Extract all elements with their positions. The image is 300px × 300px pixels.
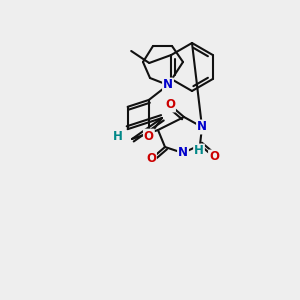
Text: O: O — [146, 152, 156, 166]
Text: O: O — [209, 151, 219, 164]
Text: H: H — [113, 130, 123, 142]
Text: O: O — [144, 130, 154, 142]
Text: N: N — [178, 146, 188, 160]
Text: N: N — [163, 79, 173, 92]
Text: H: H — [194, 145, 204, 158]
Text: O: O — [165, 98, 175, 112]
Text: N: N — [197, 121, 207, 134]
